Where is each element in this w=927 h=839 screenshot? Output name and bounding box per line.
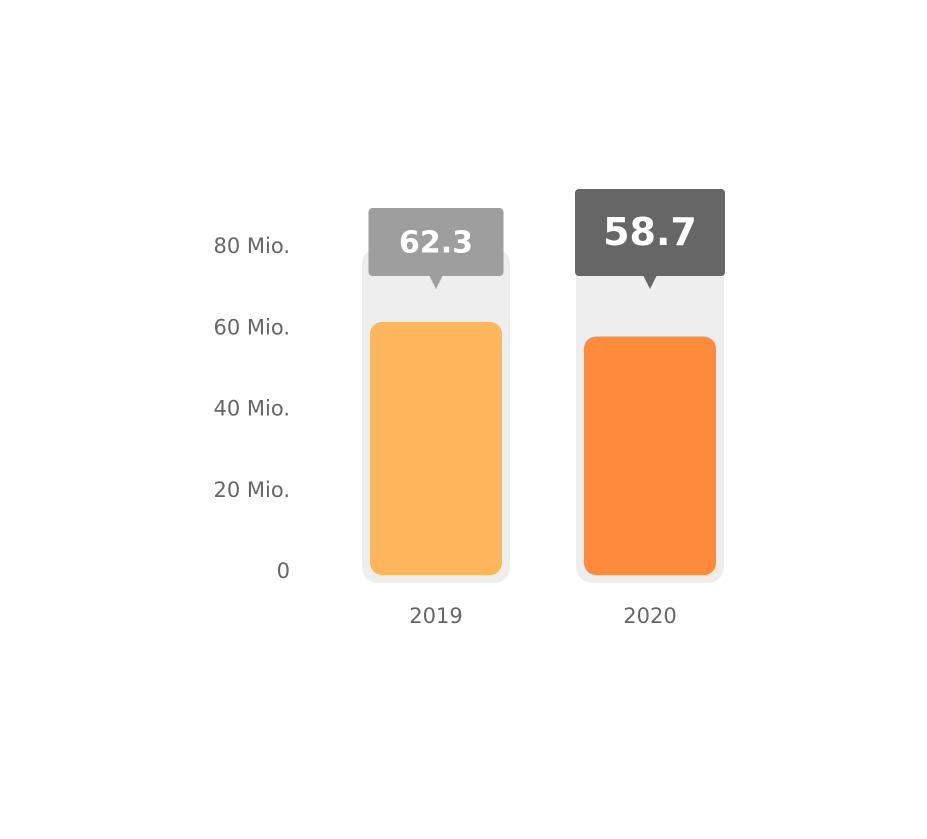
value-label-pointer xyxy=(429,275,443,289)
bar xyxy=(584,336,716,575)
y-tick-label: 60 Mio. xyxy=(213,315,290,339)
bar xyxy=(370,321,502,575)
value-label: 62.3 xyxy=(399,226,473,261)
value-label-box xyxy=(575,189,725,276)
y-tick-label: 80 Mio. xyxy=(213,234,290,258)
x-tick-label: 2020 xyxy=(623,604,676,628)
value-label: 58.7 xyxy=(603,210,697,254)
y-tick-label: 20 Mio. xyxy=(213,478,290,502)
y-tick-label: 0 xyxy=(277,559,290,583)
value-label-box xyxy=(368,208,504,276)
y-tick-label: 40 Mio. xyxy=(213,397,290,421)
value-label-pointer xyxy=(643,275,657,289)
x-tick-label: 2019 xyxy=(409,604,462,628)
